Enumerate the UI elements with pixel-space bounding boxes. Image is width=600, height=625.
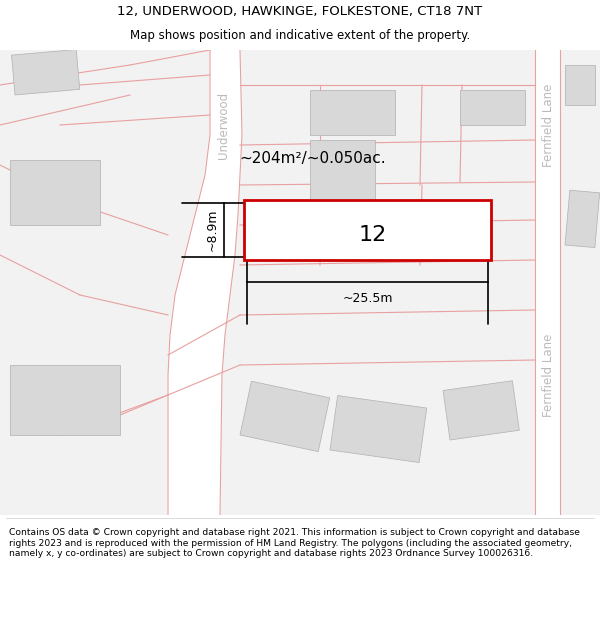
Bar <box>565 190 599 248</box>
Bar <box>11 49 80 95</box>
Text: ~25.5m: ~25.5m <box>342 292 393 305</box>
Bar <box>10 365 120 435</box>
Text: Fernfield Lane: Fernfield Lane <box>542 83 554 167</box>
Bar <box>10 160 100 225</box>
Text: 12: 12 <box>358 225 386 245</box>
Bar <box>443 381 520 440</box>
Bar <box>460 90 525 125</box>
Bar <box>244 200 491 260</box>
Text: Map shows position and indicative extent of the property.: Map shows position and indicative extent… <box>130 29 470 42</box>
Polygon shape <box>168 50 242 515</box>
Text: Underwood: Underwood <box>218 91 230 159</box>
Bar <box>565 65 595 105</box>
Bar <box>535 50 560 515</box>
Bar <box>330 396 427 462</box>
Text: ~204m²/~0.050ac.: ~204m²/~0.050ac. <box>239 151 386 166</box>
Text: Fernfield Lane: Fernfield Lane <box>542 333 554 417</box>
Text: Contains OS data © Crown copyright and database right 2021. This information is : Contains OS data © Crown copyright and d… <box>9 528 580 558</box>
Bar <box>310 140 375 235</box>
Bar <box>240 381 329 452</box>
Text: ~8.9m: ~8.9m <box>206 209 219 251</box>
Text: 12, UNDERWOOD, HAWKINGE, FOLKESTONE, CT18 7NT: 12, UNDERWOOD, HAWKINGE, FOLKESTONE, CT1… <box>118 4 482 18</box>
Bar <box>310 90 395 135</box>
